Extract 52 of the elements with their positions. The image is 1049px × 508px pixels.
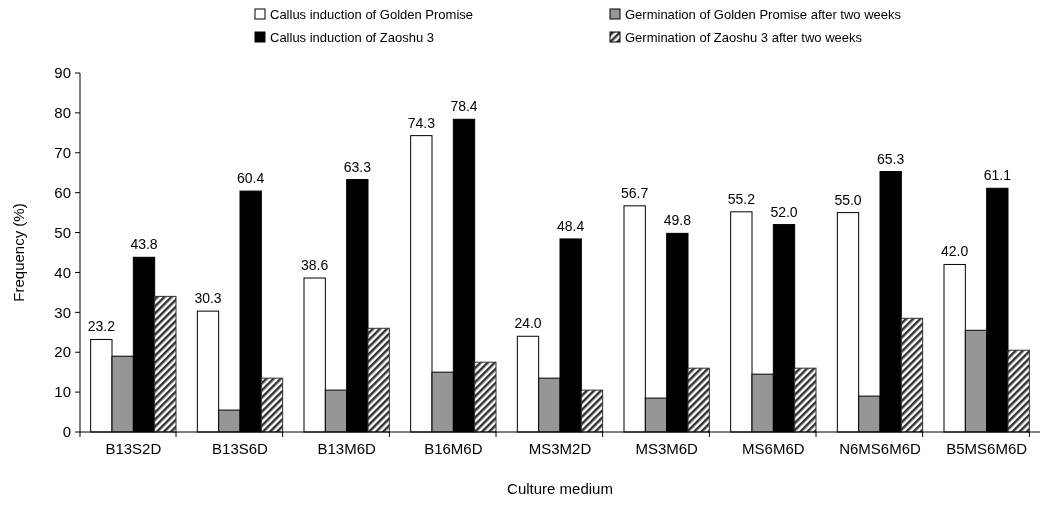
data-label: 38.6 <box>301 257 329 274</box>
data-label: 78.4 <box>450 98 478 115</box>
y-tick-label: 50 <box>54 223 71 241</box>
legend-label: Callus induction of Zaoshu 3 <box>270 29 435 45</box>
x-tick-label: N6MS6M6D <box>839 440 922 457</box>
legend-label: Germination of Zaoshu 3 after two weeks <box>625 29 863 45</box>
y-tick-label: 10 <box>54 383 71 401</box>
data-label: 52.0 <box>770 203 798 220</box>
x-tick-label: B13S2D <box>105 440 162 457</box>
x-axis-title: Culture medium <box>507 480 613 497</box>
data-label: 49.8 <box>663 212 692 229</box>
legend-label: Callus induction of Golden Promise <box>270 6 474 22</box>
y-tick-label: 60 <box>54 183 71 201</box>
bar <box>367 327 390 433</box>
bar <box>900 317 924 433</box>
legend-label: Germination of Golden Promise after two weeks <box>625 6 902 22</box>
y-tick-label: 90 <box>54 64 71 82</box>
x-tick-label: B5MS6M6D <box>946 440 1028 457</box>
y-tick-label: 80 <box>54 104 71 122</box>
data-label: 48.4 <box>557 217 585 234</box>
y-tick-label: 70 <box>54 144 71 162</box>
data-label: 30.3 <box>194 290 222 307</box>
bar <box>474 361 497 433</box>
data-label: 60.4 <box>237 170 265 187</box>
data-label: 43.8 <box>130 236 158 253</box>
bar <box>687 367 710 433</box>
data-label: 23.2 <box>87 318 116 335</box>
bar <box>580 389 604 433</box>
y-tick-label: 0 <box>62 423 71 441</box>
bar <box>794 367 817 433</box>
x-tick-label: B16M6D <box>424 440 483 457</box>
x-tick-label: B13M6D <box>317 440 377 457</box>
bar <box>154 295 177 433</box>
data-label: 63.3 <box>343 158 372 175</box>
y-tick-label: 20 <box>54 343 71 361</box>
data-label: 55.0 <box>834 191 862 208</box>
x-tick-label: MS6M6D <box>742 440 805 457</box>
x-tick-label: B13S6D <box>212 440 269 457</box>
data-label: 42.0 <box>941 243 969 260</box>
data-label: 61.1 <box>983 167 1012 184</box>
data-label: 56.7 <box>621 184 649 201</box>
data-label: 65.3 <box>877 150 905 167</box>
x-tick-label: MS3M2D <box>528 440 592 457</box>
y-tick-label: 30 <box>54 303 71 321</box>
x-tick-label: MS3M6D <box>635 440 699 457</box>
data-label: 74.3 <box>407 114 436 131</box>
data-label: 55.2 <box>727 190 756 207</box>
data-label: 24.0 <box>514 315 542 332</box>
bar <box>1007 349 1030 433</box>
y-tick-label: 40 <box>54 263 71 281</box>
y-axis-title: Frequency (%) <box>10 203 27 302</box>
bar <box>260 377 284 433</box>
